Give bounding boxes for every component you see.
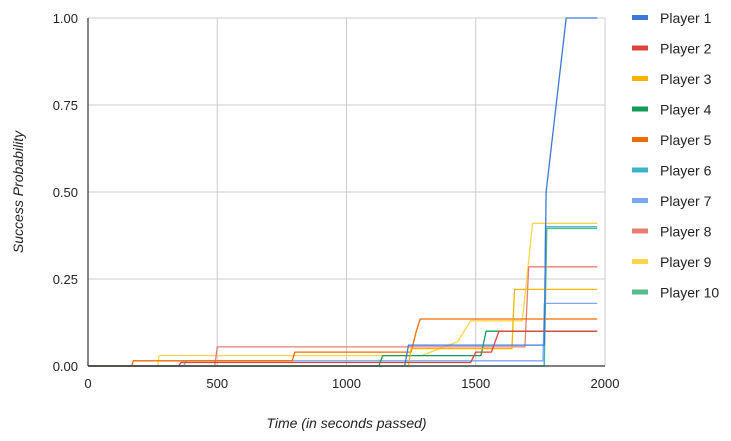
legend-swatch: [632, 45, 648, 51]
grid-lines: [87, 17, 606, 367]
legend-swatch: [632, 198, 648, 203]
legend-item[interactable]: Player 8: [632, 224, 712, 240]
series-line-player-7: [88, 302, 598, 367]
legend-label: Player 4: [660, 102, 712, 118]
legend-item[interactable]: Player 5: [632, 132, 712, 148]
series-line-player-8: [88, 266, 598, 367]
legend-label: Player 1: [660, 10, 712, 26]
y-axis-ticks: 0.00 0.25 0.50 0.75 1.00: [53, 11, 78, 374]
y-tick-label: 0.00: [53, 359, 78, 374]
x-tick-label: 0: [84, 376, 91, 391]
series-line-player-5: [88, 318, 598, 367]
x-axis-title: Time (in seconds passed): [266, 415, 426, 431]
legend-label: Player 3: [660, 71, 712, 87]
x-tick-label: 500: [206, 376, 228, 391]
legend-label: Player 9: [660, 254, 712, 270]
legend-item[interactable]: Player 4: [632, 102, 712, 118]
legend: Player 1 Player 2 Player 3 Player 4 Player 5…: [632, 10, 719, 301]
x-axis-ticks: 0 500 1000 1500 2000: [84, 376, 619, 391]
legend-swatch: [632, 137, 648, 142]
legend-swatch: [632, 106, 648, 112]
y-tick-label: 0.50: [53, 185, 78, 200]
y-tick-label: 0.25: [53, 272, 78, 287]
legend-swatch: [632, 289, 648, 295]
legend-label: Player 6: [660, 163, 712, 179]
y-axis-title: Success Probability: [10, 130, 26, 253]
legend-item[interactable]: Player 7: [632, 193, 712, 209]
legend-swatch: [632, 259, 648, 264]
legend-label: Player 2: [660, 41, 712, 57]
x-tick-label: 1500: [461, 376, 490, 391]
legend-label: Player 8: [660, 224, 712, 240]
y-tick-label: 1.00: [53, 11, 78, 26]
legend-swatch: [632, 228, 648, 234]
legend-item[interactable]: Player 1: [632, 10, 712, 26]
legend-item[interactable]: Player 3: [632, 71, 712, 87]
x-tick-label: 2000: [591, 376, 620, 391]
legend-item[interactable]: Player 6: [632, 163, 712, 179]
legend-swatch: [632, 15, 648, 20]
series-line-player-9: [88, 222, 598, 367]
legend-label: Player 5: [660, 132, 712, 148]
legend-label: Player 7: [660, 193, 712, 209]
legend-item[interactable]: Player 10: [632, 285, 719, 301]
legend-swatch: [632, 76, 648, 81]
series-line-player-3: [88, 288, 598, 367]
legend-swatch: [632, 167, 648, 173]
legend-label: Player 10: [660, 285, 719, 301]
legend-item[interactable]: Player 9: [632, 254, 712, 270]
x-tick-label: 1000: [332, 376, 361, 391]
legend-item[interactable]: Player 2: [632, 41, 712, 57]
axes: [87, 18, 605, 367]
y-tick-label: 0.75: [53, 98, 78, 113]
